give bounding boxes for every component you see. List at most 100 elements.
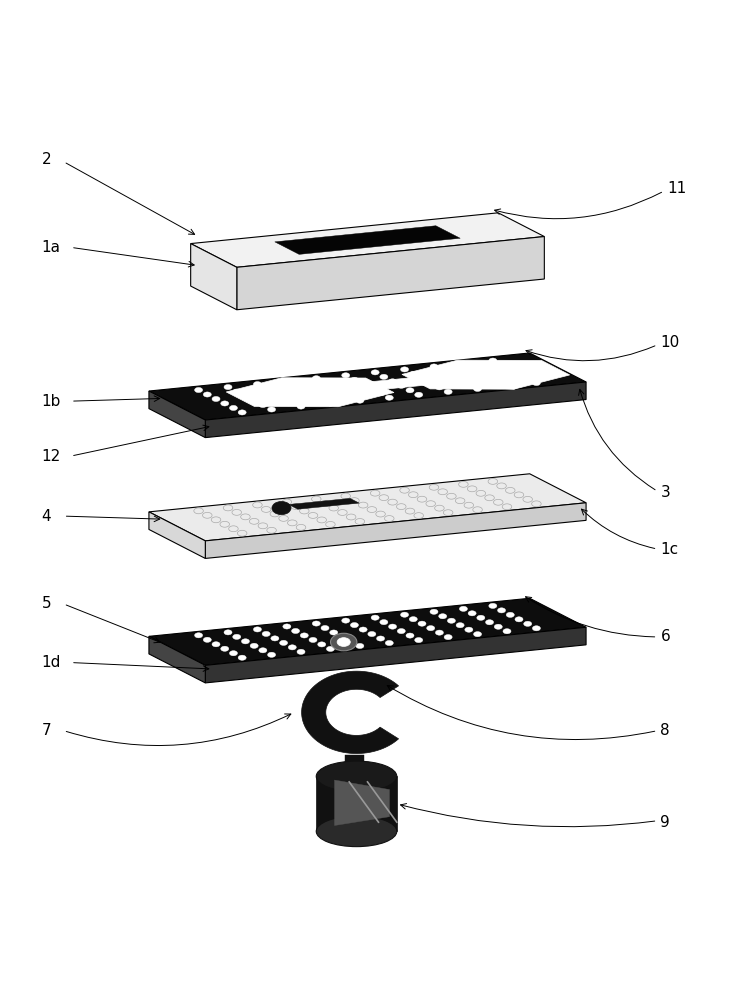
Ellipse shape [459,361,467,366]
Ellipse shape [259,402,267,408]
Ellipse shape [473,386,481,391]
Ellipse shape [316,761,397,792]
Polygon shape [149,391,205,438]
Ellipse shape [389,624,397,629]
Ellipse shape [359,382,368,387]
Ellipse shape [456,623,465,628]
Ellipse shape [254,627,262,632]
Ellipse shape [477,615,485,620]
Ellipse shape [262,631,270,636]
Ellipse shape [456,377,465,382]
Ellipse shape [356,643,364,649]
Text: 11: 11 [667,181,687,196]
Ellipse shape [312,621,320,626]
Ellipse shape [515,371,523,377]
Ellipse shape [465,627,473,632]
Ellipse shape [409,617,417,622]
Ellipse shape [318,642,326,647]
Ellipse shape [301,388,308,393]
Ellipse shape [401,367,409,372]
Text: 8: 8 [660,723,670,738]
Ellipse shape [272,501,291,515]
Ellipse shape [321,625,329,631]
Ellipse shape [283,624,291,629]
Ellipse shape [515,617,523,622]
Ellipse shape [204,392,212,397]
Polygon shape [149,474,586,541]
Ellipse shape [489,358,497,363]
Polygon shape [205,627,586,683]
Polygon shape [402,360,570,389]
Ellipse shape [376,636,384,641]
Ellipse shape [359,627,368,632]
Ellipse shape [477,370,485,375]
Polygon shape [226,378,394,407]
Ellipse shape [523,376,531,381]
Ellipse shape [301,633,308,638]
Ellipse shape [204,637,212,642]
Text: 5: 5 [42,596,51,611]
Ellipse shape [506,612,514,617]
Ellipse shape [220,401,229,406]
Ellipse shape [330,630,338,635]
Ellipse shape [494,624,502,629]
Ellipse shape [212,642,220,647]
Ellipse shape [283,379,291,384]
Ellipse shape [385,640,393,646]
Ellipse shape [459,606,467,611]
Ellipse shape [238,655,246,660]
Ellipse shape [347,394,355,399]
Ellipse shape [448,618,456,623]
Ellipse shape [224,630,232,635]
Ellipse shape [494,379,502,384]
Ellipse shape [268,652,276,657]
Ellipse shape [465,382,473,387]
Polygon shape [345,755,364,781]
Ellipse shape [326,646,334,651]
Polygon shape [334,780,390,825]
Polygon shape [289,498,359,509]
Text: 1b: 1b [42,394,61,409]
Ellipse shape [415,637,423,643]
Ellipse shape [489,603,497,608]
Ellipse shape [439,368,447,374]
Ellipse shape [321,380,329,385]
Ellipse shape [297,404,305,409]
Ellipse shape [270,391,279,396]
Ellipse shape [292,628,300,634]
Ellipse shape [418,376,426,381]
Polygon shape [303,371,493,396]
Text: 1a: 1a [42,240,61,255]
Ellipse shape [523,621,531,626]
Ellipse shape [389,379,397,384]
Ellipse shape [415,392,423,397]
Ellipse shape [331,633,357,651]
Ellipse shape [330,385,338,390]
Ellipse shape [279,395,287,400]
Ellipse shape [473,632,481,637]
Ellipse shape [435,630,443,635]
Ellipse shape [532,380,540,386]
Ellipse shape [347,639,355,644]
Text: 6: 6 [660,629,670,644]
Ellipse shape [229,405,237,411]
Ellipse shape [326,401,334,406]
Ellipse shape [376,391,384,396]
Ellipse shape [351,377,359,382]
Ellipse shape [435,385,443,390]
Ellipse shape [401,612,409,617]
Ellipse shape [503,629,511,634]
Ellipse shape [318,397,326,402]
Ellipse shape [338,389,346,394]
Ellipse shape [262,386,270,391]
Ellipse shape [238,410,246,415]
Ellipse shape [309,637,317,642]
Ellipse shape [448,373,456,378]
Ellipse shape [418,621,426,626]
Text: 3: 3 [660,485,670,500]
Ellipse shape [427,380,434,385]
Text: 12: 12 [42,449,61,464]
Polygon shape [190,213,545,267]
Ellipse shape [268,407,276,412]
Ellipse shape [279,640,287,645]
